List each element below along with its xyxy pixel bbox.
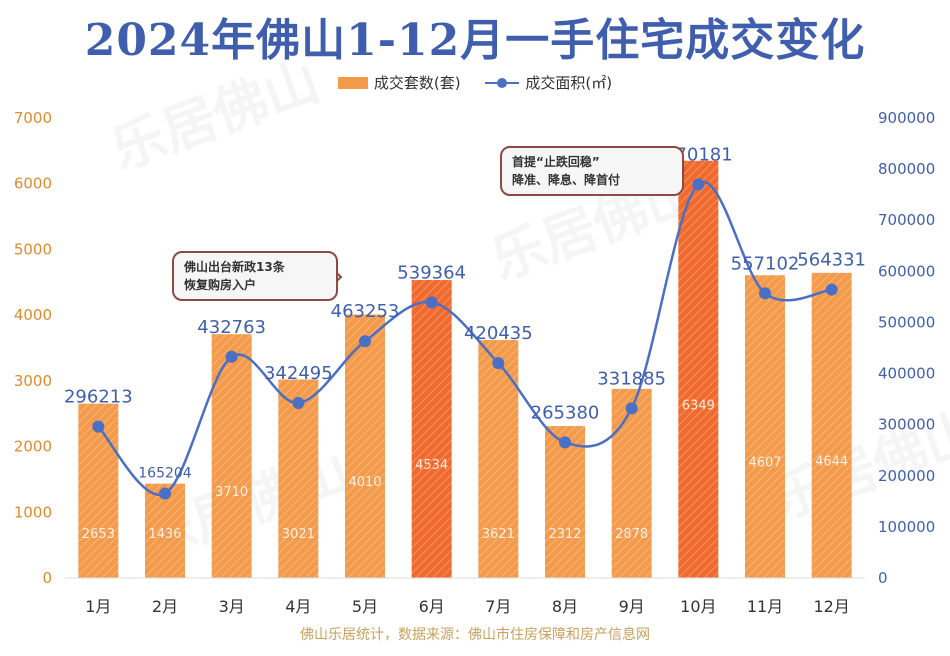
y-left-tick-label: 7000 <box>14 109 52 127</box>
bar <box>811 272 852 578</box>
y-left-tick-label: 0 <box>42 569 52 587</box>
legend-bar-swatch <box>337 76 368 89</box>
y-left-tick-label: 5000 <box>14 240 52 258</box>
y-left-tick-label: 1000 <box>14 503 52 521</box>
area-series-point <box>425 296 438 309</box>
area-series-point <box>759 287 771 300</box>
source-note: 佛山乐居统计，数据来源：佛山市住房保障和房产信息网 <box>300 627 650 643</box>
bar-value-label: 4534 <box>415 458 448 473</box>
area-series-point <box>92 420 105 433</box>
callout-policy-1: 佛山出台新政13条 恢复购房入户 <box>172 251 338 301</box>
bar <box>545 426 585 578</box>
legend-line-label: 成交面积(㎡) <box>525 74 613 92</box>
bar <box>678 160 719 578</box>
area-series-point <box>225 350 238 363</box>
x-tick-label: 12月 <box>813 597 849 616</box>
legend: 成交套数(套) 成交面积(㎡) <box>0 72 950 93</box>
y-right-tick-label: 700000 <box>878 211 935 229</box>
area-series-point <box>159 487 171 500</box>
x-tick-label: 3月 <box>219 597 245 616</box>
area-series-point <box>692 178 705 191</box>
area-value-label: 331885 <box>597 368 666 389</box>
x-tick-label: 10月 <box>680 597 716 616</box>
legend-bar-label: 成交套数(套) <box>373 74 461 92</box>
x-tick-label: 5月 <box>352 597 378 616</box>
bar-value-label: 2312 <box>548 527 581 542</box>
y-right-tick-label: 100000 <box>878 518 935 536</box>
legend-item-line: 成交面积(㎡) <box>485 72 612 93</box>
area-value-label: 557102 <box>731 253 800 274</box>
y-right-tick-label: 400000 <box>878 365 935 383</box>
area-value-label: 265380 <box>531 402 600 423</box>
bar <box>278 379 319 578</box>
y-right-tick-label: 800000 <box>878 160 935 178</box>
y-right-tick-label: 600000 <box>878 262 935 280</box>
bar <box>345 314 385 578</box>
bar-value-label: 3621 <box>482 527 515 542</box>
y-left-tick-label: 3000 <box>14 372 52 390</box>
bar-value-label: 6349 <box>682 398 715 413</box>
y-right-tick-label: 900000 <box>878 109 935 127</box>
bar <box>745 275 785 578</box>
area-value-label: 432763 <box>197 317 266 338</box>
x-tick-label: 2月 <box>152 597 178 616</box>
area-series-point <box>359 335 371 348</box>
area-series-point <box>825 283 838 296</box>
y-right-tick-label: 300000 <box>878 416 935 434</box>
area-series-point <box>559 436 571 449</box>
y-left-tick-label: 6000 <box>14 175 52 193</box>
area-series-point <box>625 402 638 415</box>
bar <box>78 403 119 578</box>
y-right-tick-label: 500000 <box>878 313 935 331</box>
chart-title: 2024年佛山1-12月一手住宅成交变化 <box>84 15 866 66</box>
x-tick-label: 8月 <box>552 597 578 616</box>
area-series-point <box>492 357 505 370</box>
x-tick-label: 7月 <box>485 597 511 616</box>
area-series-point <box>292 396 305 409</box>
bar-value-label: 3710 <box>215 485 248 500</box>
bar <box>611 388 652 578</box>
bar-value-label: 4010 <box>348 475 381 490</box>
x-tick-label: 9月 <box>619 597 645 616</box>
legend-line-swatch <box>485 77 520 89</box>
y-right-tick-label: 0 <box>878 569 888 587</box>
area-value-label: 463253 <box>331 301 400 322</box>
bar-value-label: 2653 <box>82 527 115 542</box>
bar-value-label: 3021 <box>282 527 315 542</box>
area-value-label: 539364 <box>397 262 466 283</box>
bar <box>478 340 519 578</box>
bar-value-label: 4607 <box>748 456 781 471</box>
bar-value-label: 1436 <box>148 527 181 542</box>
area-value-label: 420435 <box>464 323 533 344</box>
x-tick-label: 1月 <box>85 597 111 616</box>
y-left-tick-label: 4000 <box>14 306 52 324</box>
x-tick-label: 4月 <box>285 597 311 616</box>
bar-value-label: 2878 <box>615 527 648 542</box>
callout-policy-2: 首提“止跌回稳” 降准、降息、降首付 <box>500 146 684 196</box>
area-value-label: 564331 <box>797 250 866 271</box>
x-tick-label: 6月 <box>419 597 445 616</box>
area-series-line <box>97 180 832 497</box>
bar <box>411 280 452 578</box>
y-left-tick-label: 2000 <box>14 438 52 456</box>
bar <box>211 334 252 578</box>
y-right-tick-label: 200000 <box>878 467 935 485</box>
area-value-label: 165204 <box>138 466 192 482</box>
area-value-label: 342495 <box>264 363 333 384</box>
bar-value-label: 4644 <box>815 454 848 469</box>
legend-item-bar: 成交套数(套) <box>337 72 461 93</box>
x-tick-label: 11月 <box>747 597 783 616</box>
area-value-label: 296213 <box>64 387 133 408</box>
